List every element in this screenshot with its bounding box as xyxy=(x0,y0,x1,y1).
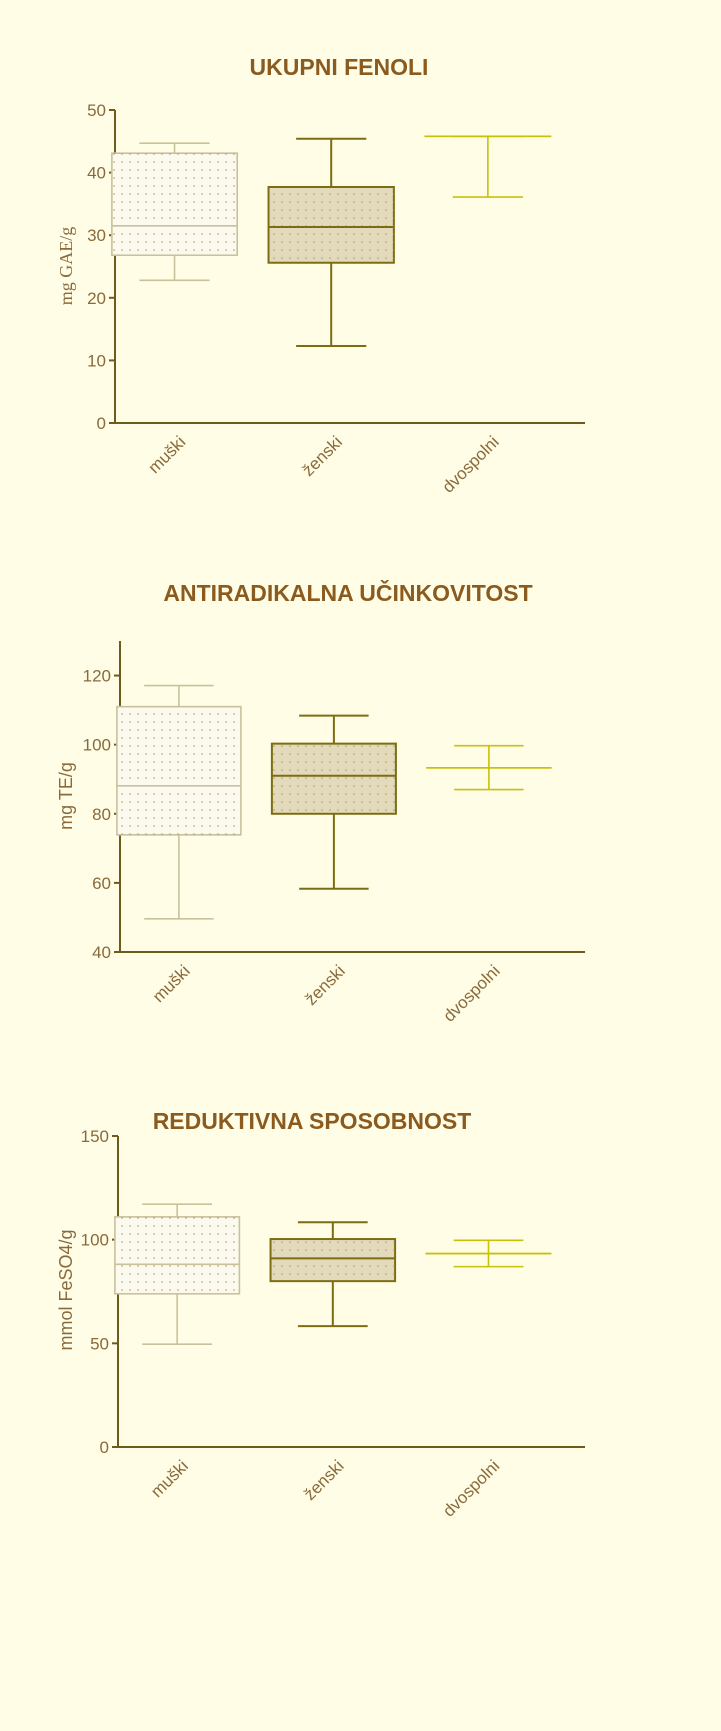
box-dots xyxy=(268,186,394,263)
y-tick-label: 0 xyxy=(100,1438,109,1457)
y-tick-label: 20 xyxy=(87,289,106,308)
y-tick-label: 40 xyxy=(92,943,111,962)
x-tick-label: ženski xyxy=(299,432,347,480)
x-tick-label: dvospolni xyxy=(440,961,504,1025)
box-dots xyxy=(116,706,241,835)
y-tick-label: 30 xyxy=(87,226,106,245)
chart-title: REDUKTIVNA SPOSOBNOST xyxy=(153,1108,472,1134)
y-tick-label: 0 xyxy=(97,414,106,433)
box-dots xyxy=(270,1239,396,1282)
box-dots xyxy=(271,743,396,814)
x-tick-label: muški xyxy=(147,1456,192,1501)
y-tick-label: 100 xyxy=(81,1231,109,1250)
x-tick-label: dvospolni xyxy=(438,432,502,496)
x-tick-label: muški xyxy=(145,432,190,477)
chart-title: UKUPNI FENOLI xyxy=(250,54,429,80)
y-axis-label: mg GAE/g xyxy=(56,227,76,306)
x-tick-label: ženski xyxy=(300,1456,348,1504)
y-axis-label: mg TE/g xyxy=(56,762,76,830)
y-tick-label: 120 xyxy=(83,667,111,686)
box-dots xyxy=(111,153,238,256)
box-dots xyxy=(114,1216,240,1294)
y-tick-label: 40 xyxy=(87,164,106,183)
x-tick-label: muški xyxy=(149,961,194,1006)
x-tick-label: ženski xyxy=(301,961,349,1009)
y-tick-label: 80 xyxy=(92,805,111,824)
y-tick-label: 50 xyxy=(87,101,106,120)
chart-title: ANTIRADIKALNA UČINKOVITOST xyxy=(163,579,532,606)
y-tick-label: 10 xyxy=(87,351,106,370)
y-tick-label: 150 xyxy=(81,1127,109,1146)
y-tick-label: 60 xyxy=(92,874,111,893)
y-axis-label: mmol FeSO4/g xyxy=(56,1229,76,1350)
y-tick-label: 50 xyxy=(90,1334,109,1353)
y-tick-label: 100 xyxy=(83,736,111,755)
x-tick-label: dvospolni xyxy=(439,1456,503,1520)
